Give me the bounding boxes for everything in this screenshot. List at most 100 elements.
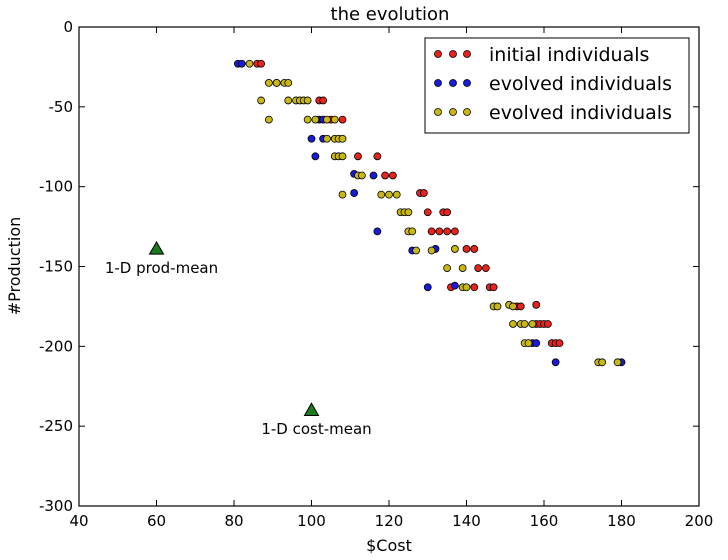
scatter-point: [551, 358, 560, 367]
scatter-point: [427, 227, 436, 236]
scatter-point: [373, 152, 382, 161]
scatter-point: [524, 339, 533, 348]
scatter-point: [381, 171, 390, 180]
scatter-point: [338, 152, 347, 161]
scatter-point: [323, 115, 331, 124]
scatter-point: [257, 59, 266, 68]
y-tick-label: -250: [39, 417, 73, 435]
legend-marker: [449, 50, 457, 58]
scatter-point: [350, 189, 359, 197]
scatter-point: [419, 189, 428, 197]
scatter-point: [470, 283, 479, 292]
legend-marker: [434, 50, 442, 58]
scatter-point: [357, 171, 366, 180]
triangle-point: [303, 402, 320, 416]
scatter-point: [427, 246, 436, 255]
legend-marker: [449, 108, 457, 116]
scatter-point: [284, 78, 293, 87]
scatter-point: [423, 283, 432, 292]
scatter-point: [509, 320, 517, 328]
y-tick-label: -300: [39, 497, 73, 515]
scatter-point: [543, 320, 552, 328]
scatter-point: [319, 96, 328, 105]
scatter-point: [303, 115, 312, 124]
legend-label: evolved individuals: [489, 102, 672, 124]
legend-marker: [449, 79, 457, 87]
x-axis-label: $Cost: [366, 536, 412, 555]
triangle-point: [148, 240, 165, 255]
scatter-point: [423, 208, 432, 217]
x-tick-label: 200: [685, 512, 714, 530]
x-tick-label: 80: [224, 512, 243, 530]
scatter-point: [385, 190, 393, 199]
scatter-point: [369, 171, 378, 180]
scatter-point: [354, 152, 362, 161]
scatter-point: [450, 281, 459, 290]
y-tick-label: -150: [39, 258, 73, 276]
scatter-point: [516, 302, 525, 311]
legend: initial individuals evolved individuals ev…: [424, 37, 690, 134]
legend-label: initial individuals: [489, 44, 649, 66]
scatter-point: [373, 227, 382, 236]
annotation-label: 1-D prod-mean: [105, 259, 218, 277]
scatter-point: [489, 283, 498, 292]
scatter-point: [598, 358, 607, 367]
scatter-point: [392, 190, 401, 199]
scatter-point: [493, 302, 502, 311]
scatter-point: [532, 300, 541, 309]
legend-marker: [463, 79, 471, 87]
y-axis: 0 -50 -100 -150 -200 -250 -300: [39, 18, 699, 515]
scatter-point: [272, 78, 281, 87]
y-tick-label: 0: [63, 18, 73, 36]
scatter-point: [458, 264, 467, 272]
scatter-point: [462, 283, 471, 292]
scatter-point: [408, 227, 417, 236]
x-tick-label: 40: [69, 512, 88, 530]
scatter-point: [307, 134, 316, 143]
scatter-point: [613, 358, 622, 367]
scatter-point: [532, 339, 541, 348]
y-tick-label: -50: [49, 98, 74, 116]
x-tick-label: 140: [452, 512, 481, 530]
scatter-point: [311, 115, 320, 124]
scatter-point: [303, 96, 312, 105]
scatter-point: [528, 320, 537, 328]
scatter-point: [330, 115, 339, 124]
scatter-point: [474, 264, 483, 272]
y-axis-label: #Production: [5, 217, 24, 316]
legend-marker: [434, 108, 442, 116]
y-tick-label: -200: [39, 337, 73, 355]
scatter-point: [338, 190, 347, 199]
scatter-point: [443, 208, 452, 217]
legend-label: evolved individuals: [489, 73, 672, 95]
legend-marker: [434, 79, 442, 87]
scatter-point: [284, 96, 293, 105]
scatter-point: [520, 320, 529, 328]
annotation-label: 1-D cost-mean: [261, 420, 371, 438]
scatter-point: [404, 208, 413, 217]
x-tick-label: 100: [297, 512, 326, 530]
data-marks: [148, 59, 626, 416]
x-tick-label: 160: [530, 512, 559, 530]
chart-title: the evolution: [331, 4, 450, 25]
x-tick-label: 120: [375, 512, 404, 530]
scatter-point: [257, 96, 266, 105]
scatter-point: [443, 227, 452, 236]
legend-marker: [463, 108, 471, 116]
scatter-point: [443, 264, 452, 272]
scatter-point: [338, 134, 347, 143]
x-tick-label: 60: [147, 512, 166, 530]
scatter-point: [311, 152, 320, 161]
scatter-point: [377, 190, 386, 199]
scatter-point: [264, 115, 273, 124]
scatter-point: [388, 171, 397, 180]
y-tick-label: -100: [39, 178, 73, 196]
scatter-point: [450, 245, 459, 253]
scatter-point: [245, 59, 254, 68]
scatter-point: [555, 339, 564, 348]
legend-marker: [463, 50, 471, 58]
x-tick-label: 180: [607, 512, 636, 530]
scatter-point: [481, 264, 490, 272]
scatter-point: [509, 302, 517, 311]
